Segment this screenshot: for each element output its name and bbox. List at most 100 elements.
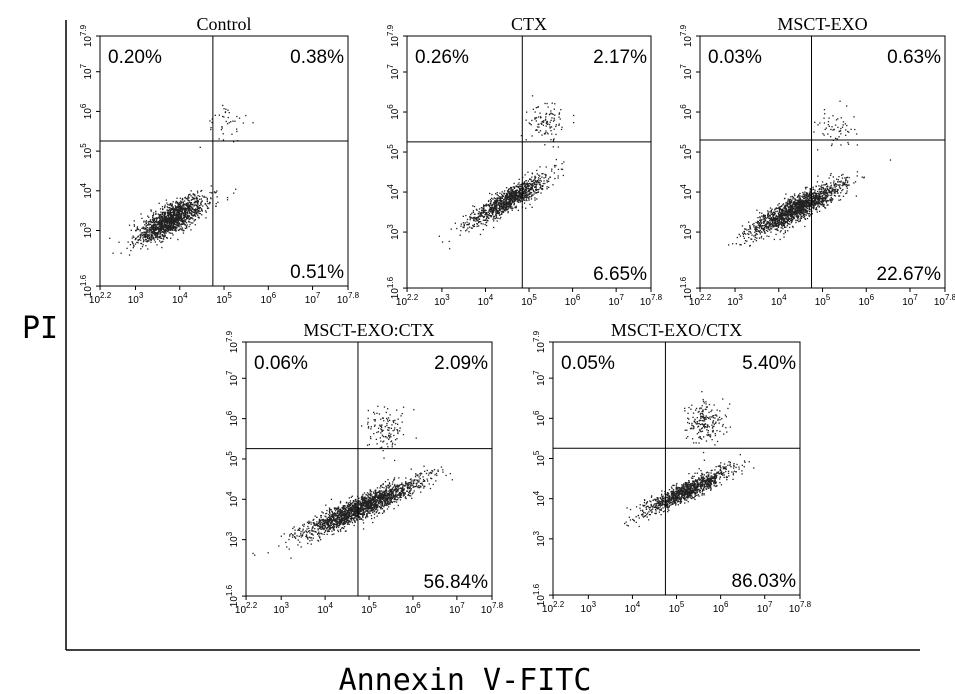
cell-point (171, 221, 173, 223)
cell-point (192, 198, 194, 200)
cell-point (510, 199, 512, 201)
cell-point (805, 196, 807, 199)
cell-point (531, 183, 533, 186)
cell-point (552, 184, 554, 186)
cell-point (163, 227, 166, 229)
cell-point (524, 184, 526, 186)
cell-point (224, 111, 227, 113)
cell-point (797, 206, 799, 209)
cell-point (185, 210, 187, 212)
cell-point (546, 186, 548, 188)
cell-point (162, 220, 164, 222)
cell-point (146, 230, 148, 232)
cell-point (561, 126, 563, 128)
cell-point (221, 127, 223, 129)
cell-point (817, 190, 819, 193)
cell-point (846, 181, 849, 184)
cell-point (483, 216, 485, 219)
x-tick-label: 102.2 (396, 293, 419, 308)
cell-point (805, 210, 807, 213)
cell-point (802, 213, 805, 216)
cell-point (823, 203, 825, 206)
cell-point (189, 193, 191, 195)
cell-point (823, 122, 826, 124)
cell-point (201, 210, 203, 212)
cell-point (178, 208, 180, 210)
cell-point (783, 220, 785, 223)
cell-point (180, 226, 182, 228)
cell-point (767, 221, 770, 223)
cell-point (160, 214, 162, 216)
cell-point (796, 210, 798, 212)
cell-point (819, 191, 821, 194)
cell-point (473, 216, 475, 219)
cell-point (508, 194, 510, 196)
cell-point (466, 229, 468, 231)
cell-point (149, 220, 151, 223)
cell-point (137, 236, 139, 238)
cell-point (796, 196, 799, 198)
cell-point (540, 185, 542, 187)
cell-point (824, 113, 826, 115)
cell-point (818, 196, 821, 198)
cell-point (476, 217, 478, 219)
cell-point (478, 211, 480, 213)
cell-point (540, 117, 542, 119)
cell-point (802, 206, 804, 208)
cell-point (442, 469, 444, 471)
cell-point (468, 226, 471, 228)
cell-point (166, 220, 168, 222)
cell-point (791, 209, 793, 211)
cell-point (175, 206, 177, 209)
cell-point (201, 214, 203, 216)
cell-point (469, 215, 471, 218)
cell-point (485, 209, 487, 212)
cell-point (531, 206, 533, 208)
cell-point (813, 206, 815, 208)
cell-points (252, 405, 453, 559)
cell-point (777, 204, 779, 206)
cell-point (787, 220, 789, 222)
cell-point (558, 113, 560, 115)
cell-point (195, 201, 197, 203)
cell-point (514, 199, 516, 201)
cell-point (791, 208, 793, 210)
cell-point (136, 229, 138, 231)
cell-point (827, 194, 829, 196)
cell-point (165, 216, 167, 218)
cell-point (539, 184, 541, 186)
cell-point (184, 209, 186, 211)
cell-point (802, 203, 804, 205)
cell-point (768, 223, 771, 225)
cell-point (790, 212, 792, 214)
cell-point (517, 183, 519, 185)
cell-point (162, 218, 164, 220)
cell-point (332, 513, 334, 515)
cell-point (493, 216, 495, 218)
cell-point (141, 217, 143, 219)
cell-point (322, 524, 324, 526)
cell-point (329, 526, 331, 528)
cell-point (501, 211, 504, 213)
cell-point (771, 218, 773, 220)
cell-point (531, 180, 534, 183)
cell-point (838, 176, 840, 178)
cell-point (155, 235, 157, 237)
cell-point (164, 228, 166, 231)
cell-point (222, 115, 224, 118)
cell-point (178, 213, 180, 215)
cell-point (170, 213, 172, 216)
cell-point (537, 106, 539, 108)
cell-point (144, 234, 146, 236)
cell-point (805, 202, 807, 204)
cell-point (548, 178, 550, 180)
cell-point (171, 229, 173, 231)
cell-point (418, 487, 421, 489)
cell-point (756, 228, 758, 231)
cell-point (151, 237, 153, 239)
cell-point (181, 198, 183, 201)
cell-point (540, 122, 542, 125)
cell-point (834, 124, 837, 126)
cell-point (792, 198, 794, 200)
cell-point (415, 474, 417, 476)
